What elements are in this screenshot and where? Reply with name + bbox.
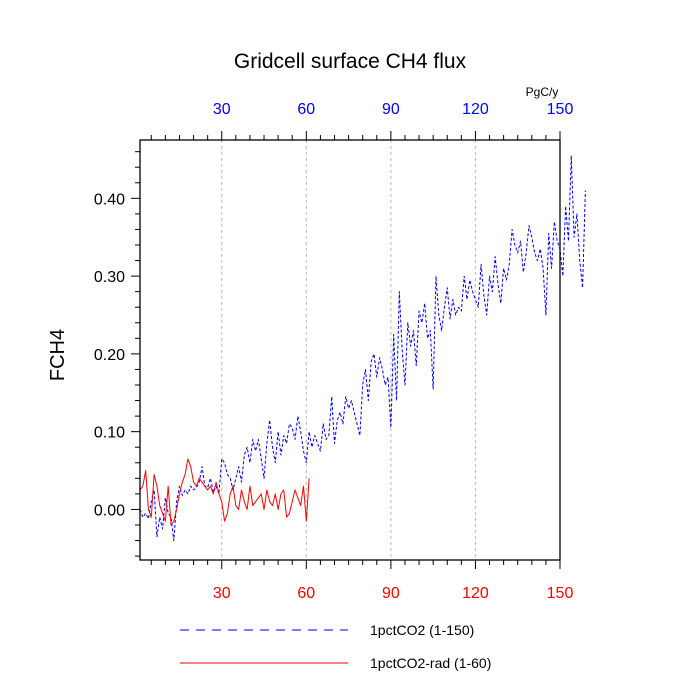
series-line-1: [139, 458, 310, 526]
x-bottom-tick-label: 30: [213, 585, 231, 602]
legend-label-1pctco2: 1pctCO2 (1-150): [370, 622, 474, 638]
legend: 1pctCO2 (1-150) 1pctCO2-rad (1-60): [180, 622, 491, 671]
x-bottom-tick-label: 150: [547, 585, 574, 602]
axes: [131, 131, 561, 569]
y-axis-label: FCH4: [47, 329, 69, 381]
x-top-tick-label: 90: [382, 101, 400, 118]
series-line-0: [139, 155, 586, 542]
x-bottom-tick-label: 120: [462, 585, 489, 602]
plot-frame: [139, 139, 561, 561]
chart-title: Gridcell surface CH4 flux: [234, 50, 467, 73]
tick-labels: 0.00 0.10 0.20 0.30 0.40 30 60 90 120 150 30 60 90 12…: [94, 101, 574, 602]
x-bottom-tick-label: 60: [297, 585, 315, 602]
grid-lines: [221, 140, 476, 560]
x-top-tick-label: 60: [297, 101, 315, 118]
y-tick-label: 0.00: [94, 502, 125, 519]
y-tick-label: 0.40: [94, 191, 125, 208]
y-tick-label: 0.20: [94, 347, 125, 364]
legend-label-1pctco2-rad: 1pctCO2-rad (1-60): [370, 655, 491, 671]
x-bottom-tick-label: 90: [382, 585, 400, 602]
y-tick-label: 0.30: [94, 269, 125, 286]
series-layer: [139, 155, 586, 542]
y-tick-label: 0.10: [94, 425, 125, 442]
x-top-tick-label: 150: [547, 101, 574, 118]
top-axis-unit-label: PgC/y: [526, 85, 559, 99]
x-top-tick-label: 30: [213, 101, 231, 118]
x-top-tick-label: 120: [462, 101, 489, 118]
